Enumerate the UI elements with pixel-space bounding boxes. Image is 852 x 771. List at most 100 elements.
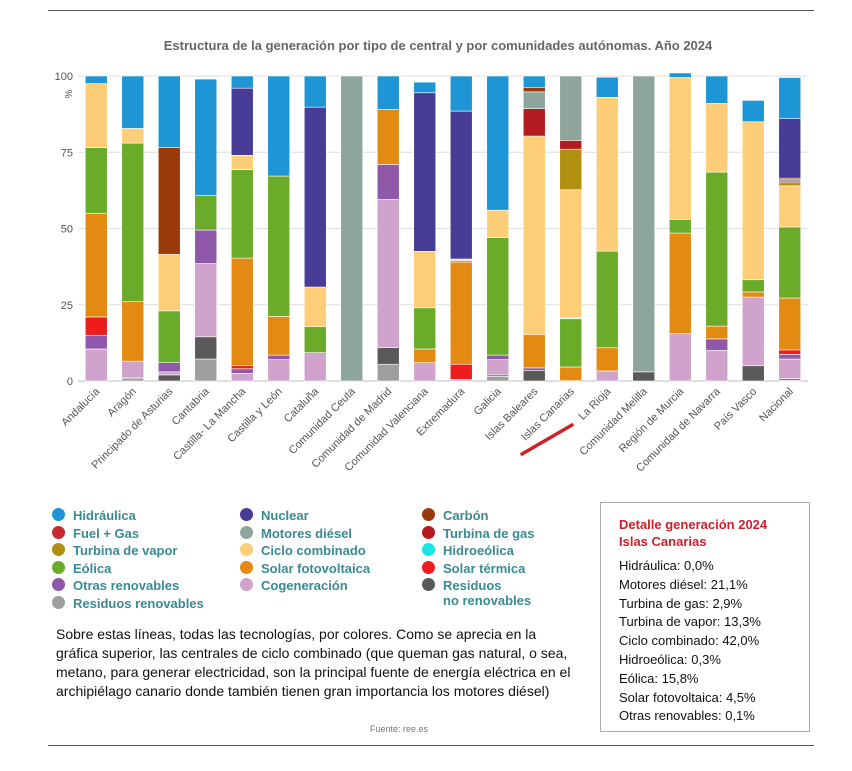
chart-title: Estructura de la generación por tipo de … <box>164 38 713 53</box>
bar-segment <box>267 359 291 382</box>
legend-item: Hidráulica <box>52 508 136 523</box>
bar-segment <box>157 75 181 148</box>
bar-segment <box>632 75 656 373</box>
detail-line: Hidráulica: 0,0% <box>619 558 714 573</box>
bar-segment <box>230 373 254 382</box>
bar-segment <box>413 92 437 252</box>
legend-label: Cogeneración <box>261 578 348 594</box>
bar-segment <box>303 286 327 328</box>
bar-segment <box>705 350 729 382</box>
y-axis-unit: % <box>64 89 75 98</box>
legend-swatch <box>240 560 253 574</box>
bar-segment <box>668 72 692 78</box>
bar-segment <box>522 86 546 93</box>
bar-segment <box>230 368 254 374</box>
legend-item: Nuclear <box>240 508 309 523</box>
bar-segment <box>522 370 546 382</box>
legend-swatch <box>422 525 435 539</box>
bar-segment <box>194 78 218 196</box>
bar-segment <box>376 347 400 365</box>
bar-segment <box>449 75 473 112</box>
bar-segment <box>230 75 254 89</box>
bar-segment <box>157 374 181 382</box>
bar-segment <box>157 371 181 376</box>
bar-segment <box>303 352 327 382</box>
description-text: Sobre estas líneas, todas las tecnología… <box>56 626 571 699</box>
legend-label: Turbina de gas <box>443 525 535 541</box>
legend-item: Fuel + Gas <box>52 525 139 541</box>
bars <box>84 72 802 382</box>
bottom-rule <box>48 745 814 746</box>
bar-segment <box>84 316 108 336</box>
legend-label: Residuos no renovables <box>443 578 532 609</box>
legend-label: Residuos renovables <box>73 596 204 611</box>
bar-segment <box>267 354 291 360</box>
bar-segment <box>486 354 510 360</box>
legend-swatch <box>422 508 435 521</box>
legend-swatch <box>52 508 65 521</box>
detail-line: Eólica: 15,8% <box>619 670 699 686</box>
bar-segment <box>705 325 729 340</box>
bar-segment <box>84 147 108 214</box>
bar-segment <box>632 371 656 382</box>
x-tick-label: Comunidad Melilla <box>577 385 650 458</box>
legend-item: Solar térmica <box>422 560 526 576</box>
bar-segment <box>449 261 473 365</box>
bar-segment <box>778 358 802 379</box>
bar-segment <box>559 318 583 368</box>
bar-segment <box>741 296 765 367</box>
legend-label: Ciclo combinado <box>261 543 366 559</box>
legend-label: Motores diésel <box>261 525 353 541</box>
legend-item: Hidroeólica <box>422 543 514 558</box>
legend-swatch <box>52 578 65 592</box>
bar-segment <box>376 109 400 165</box>
legend-item: Ciclo combinado <box>240 543 366 558</box>
bar-segment <box>267 175 291 317</box>
legend-label: Solar térmica <box>443 560 526 576</box>
bar-segment <box>705 338 729 351</box>
x-tick-label: La Rioja <box>576 385 614 423</box>
legend-label: Carbón <box>443 508 489 523</box>
legend-swatch <box>52 596 65 609</box>
bar-segment <box>230 155 254 170</box>
detail-line: Motores diésel: 21,1% <box>619 576 748 592</box>
bar-segment <box>741 100 765 123</box>
bar-segment <box>668 219 692 234</box>
legend-swatch <box>240 578 253 592</box>
bar-segment <box>121 142 145 303</box>
bar-segment <box>413 348 437 364</box>
legend-item: Carbón <box>422 508 489 523</box>
bar-segment <box>121 301 145 362</box>
bar-segment <box>778 354 802 360</box>
bar-segment <box>778 349 802 355</box>
bar-segment <box>486 75 510 211</box>
bar-segment <box>230 365 254 370</box>
bar-segment <box>84 334 108 350</box>
bar-segment <box>778 185 802 228</box>
bar-segment <box>778 118 802 179</box>
legend-swatch <box>52 560 65 574</box>
stacked-bar-chart: Estructura de la generación por tipo de … <box>55 38 808 475</box>
legend-item: Turbina de gas <box>422 525 535 541</box>
x-tick-label: Región de Murcia <box>617 385 687 455</box>
bar-segment <box>778 297 802 351</box>
bar-segment <box>741 291 765 298</box>
legend-swatch <box>240 525 253 539</box>
legend-item: Solar fotovoltaica <box>240 560 370 576</box>
legend-swatch <box>52 525 65 539</box>
legend-label: Hidroeólica <box>443 543 514 559</box>
x-tick-label: Galicia <box>472 385 505 418</box>
detail-box: Detalle generación 2024 Islas Canarias H… <box>600 502 810 732</box>
bar-segment <box>522 108 546 137</box>
bar-segment <box>376 199 400 348</box>
legend-swatch <box>240 508 253 521</box>
bar-segment <box>778 77 802 120</box>
bar-segment <box>668 333 692 382</box>
bar-segment <box>194 263 218 338</box>
detail-line: Otras renovables: 0,1% <box>619 708 755 724</box>
y-axis-ticks: 0 25 50 75 100% <box>55 71 75 388</box>
bar-segment <box>230 257 254 367</box>
legend-label: Otras renovables <box>73 578 180 594</box>
source-note: Fuente: ree.es <box>370 724 429 734</box>
bar-segment <box>230 169 254 259</box>
